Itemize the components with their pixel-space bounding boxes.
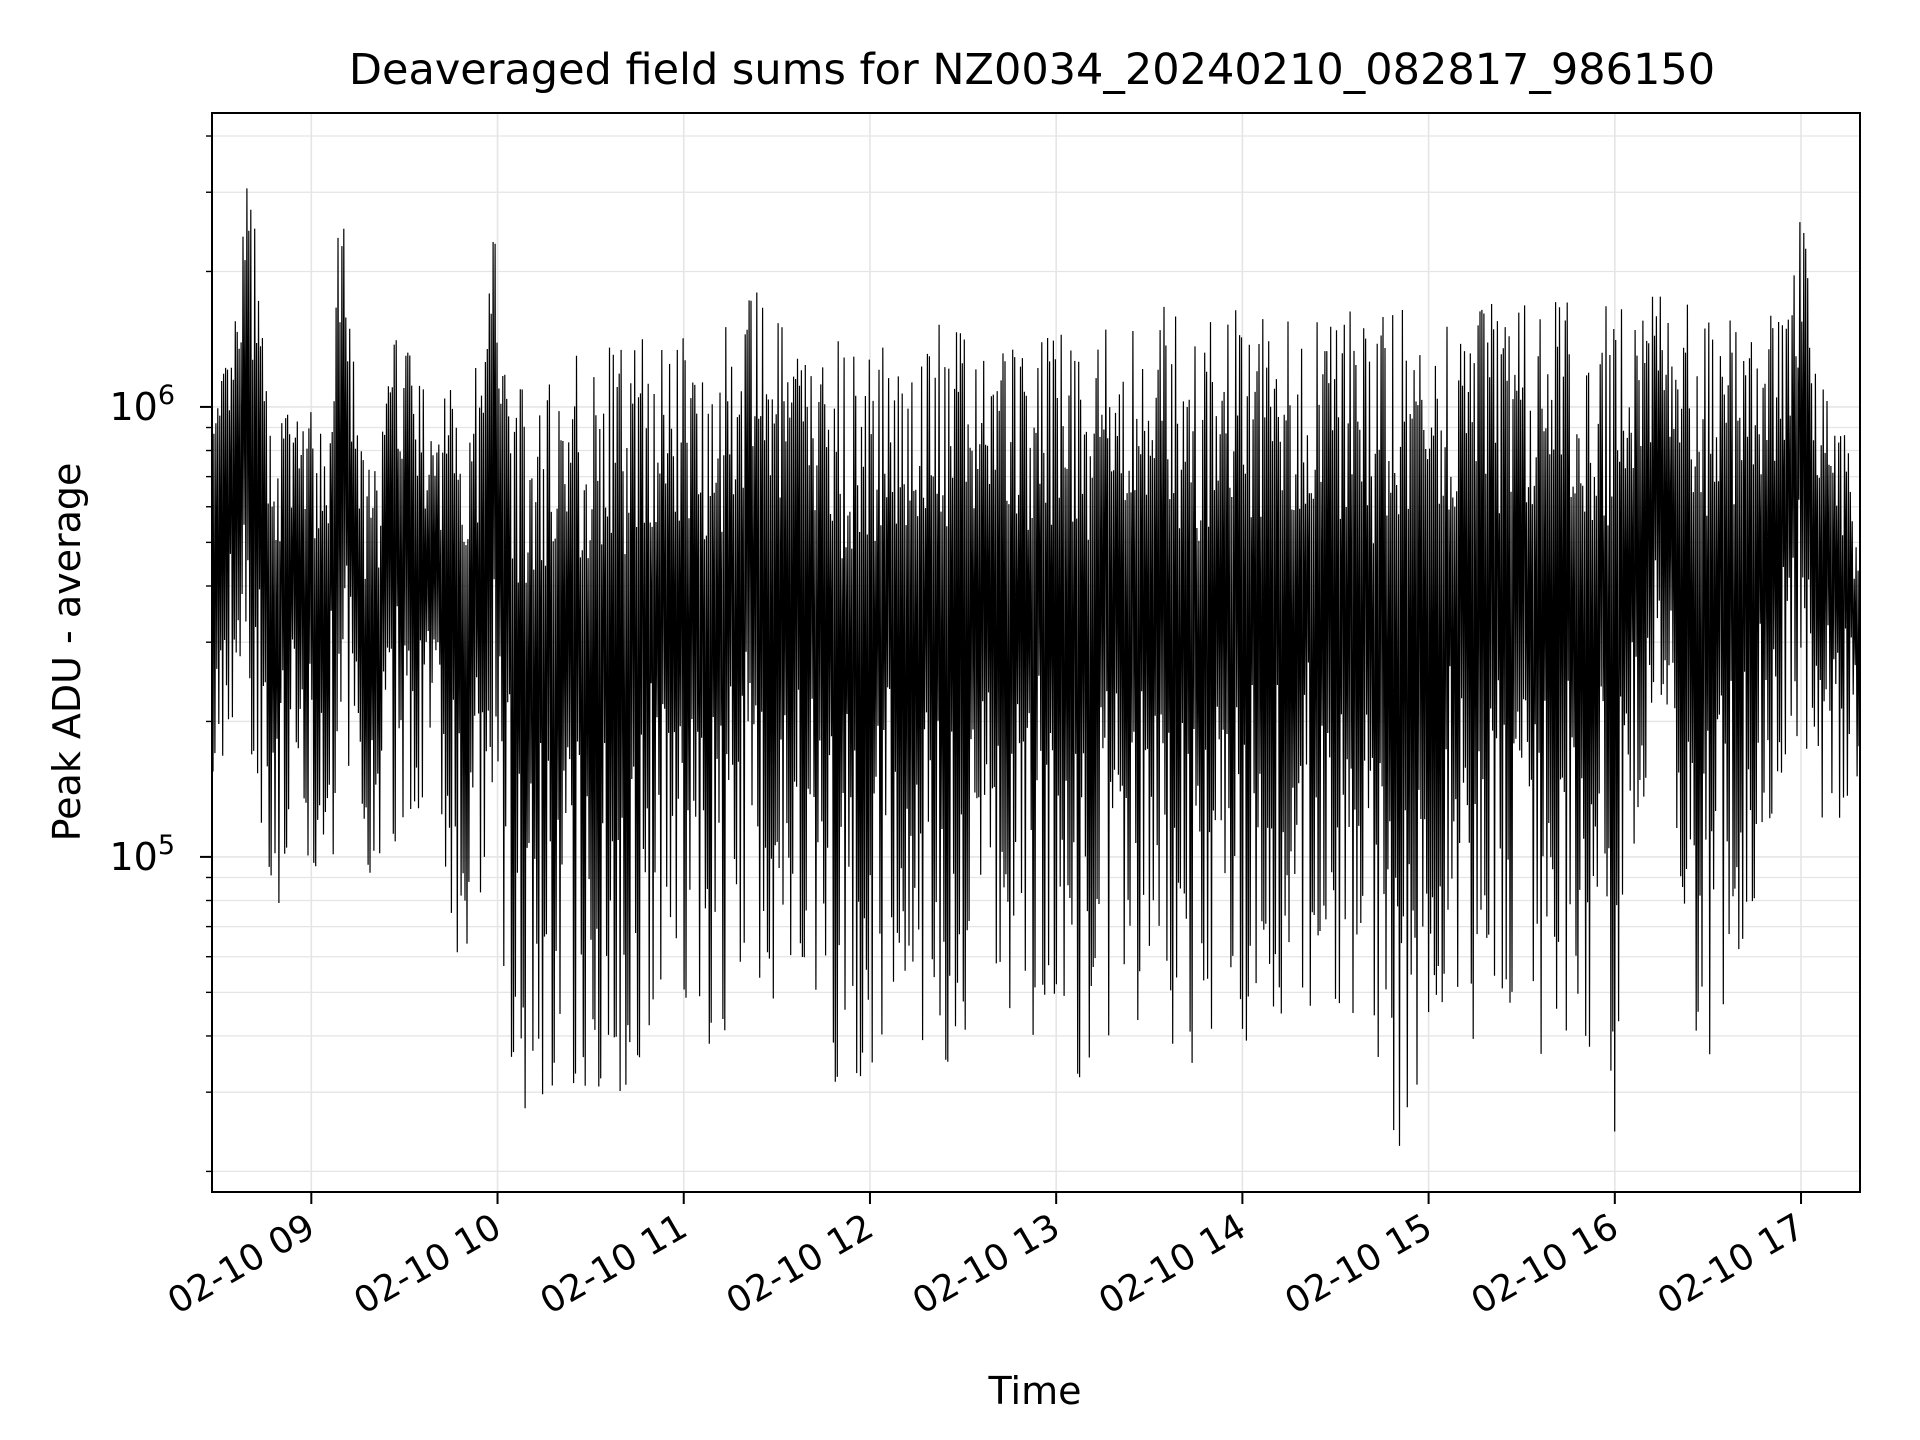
y-axis: 105 106 bbox=[109, 135, 212, 1173]
chart-title: Deaveraged field sums for NZ0034_2024021… bbox=[349, 45, 1715, 95]
series-line bbox=[211, 188, 1861, 1146]
y-tick-label: 106 bbox=[109, 380, 175, 429]
plot-frame bbox=[211, 112, 1861, 1193]
series-line-group bbox=[211, 188, 1861, 1146]
y-tick-label: 105 bbox=[109, 830, 175, 879]
x-axis-label: Time bbox=[988, 1369, 1082, 1413]
y-axis-label: Peak ADU - average bbox=[45, 463, 89, 842]
